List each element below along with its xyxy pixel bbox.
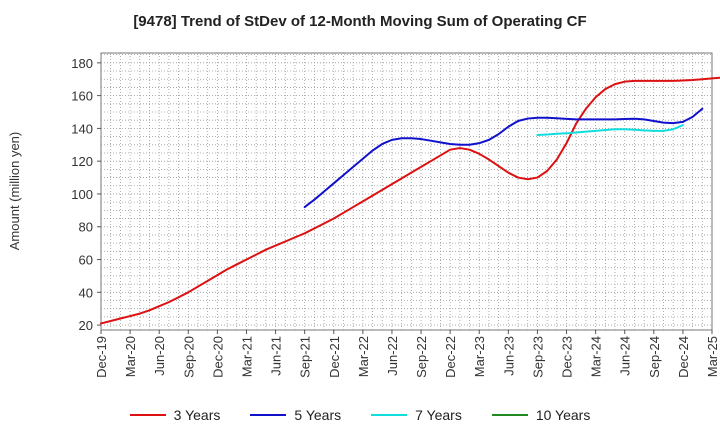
x-tick-label: Mar-23 bbox=[472, 336, 487, 377]
x-tick-label: Jun-23 bbox=[501, 336, 516, 376]
plot-area bbox=[100, 52, 713, 331]
x-tick-label: Mar-25 bbox=[705, 336, 720, 377]
x-tick-label: Jun-20 bbox=[152, 336, 167, 376]
x-tick-label: Dec-22 bbox=[443, 336, 458, 378]
x-tick-label: Jun-21 bbox=[269, 336, 284, 376]
y-axis-label: Amount (million yen) bbox=[7, 132, 22, 251]
series-lines bbox=[100, 76, 720, 325]
x-tick-label: Sep-20 bbox=[181, 336, 196, 378]
y-tick-labels: 20 40 60 80 100 120 140 160 180 bbox=[71, 56, 101, 333]
legend: 3 Years 5 Years 7 Years 10 Years bbox=[0, 404, 720, 426]
legend-item-10-years: 10 Years bbox=[491, 407, 591, 423]
y-tick-label: 40 bbox=[79, 285, 93, 300]
series-line-3-years bbox=[100, 76, 720, 325]
series-line-7-years bbox=[536, 124, 684, 136]
grid-lines bbox=[101, 53, 712, 330]
y-tick-label: 20 bbox=[79, 318, 93, 333]
series-line-5-years bbox=[303, 107, 704, 209]
x-tick-label: Dec-24 bbox=[676, 336, 691, 378]
x-tick-label: Mar-20 bbox=[123, 336, 138, 377]
legend-label-3-years: 3 Years bbox=[173, 407, 221, 423]
x-tick-label: Mar-21 bbox=[239, 336, 254, 377]
x-tick-label: Sep-24 bbox=[647, 336, 662, 378]
legend-item-7-years: 7 Years bbox=[371, 407, 462, 423]
y-tick-label: 80 bbox=[79, 220, 93, 235]
y-tick-label: 160 bbox=[71, 89, 93, 104]
x-tick-label: Mar-24 bbox=[589, 336, 604, 377]
legend-swatch-3-years bbox=[129, 414, 166, 416]
y-tick-label: 140 bbox=[71, 121, 93, 136]
legend-swatch-7-years bbox=[371, 414, 408, 416]
x-tick-label: Jun-24 bbox=[618, 336, 633, 376]
x-tick-label: Jun-22 bbox=[385, 336, 400, 376]
x-tick-labels: Dec-19 Mar-20 Jun-20 Sep-20 Dec-20 Mar-21 Jun-… bbox=[94, 330, 720, 378]
x-tick-label: Dec-20 bbox=[210, 336, 225, 378]
x-tick-label: Dec-23 bbox=[560, 336, 575, 378]
x-tick-label: Sep-22 bbox=[414, 336, 429, 378]
chart-title: [9478] Trend of StDev of 12-Month Moving… bbox=[133, 13, 587, 30]
legend-item-3-years: 3 Years bbox=[129, 407, 221, 423]
x-tick-label: Sep-21 bbox=[298, 336, 313, 378]
legend-swatch-5-years bbox=[250, 414, 287, 416]
x-tick-label: Dec-19 bbox=[94, 336, 109, 378]
legend-swatch-10-years bbox=[491, 414, 528, 416]
x-tick-label: Mar-22 bbox=[356, 336, 371, 377]
x-tick-label: Dec-21 bbox=[327, 336, 342, 378]
y-tick-label: 100 bbox=[71, 187, 93, 202]
y-tick-label: 60 bbox=[79, 253, 93, 268]
legend-item-5-years: 5 Years bbox=[250, 407, 341, 423]
legend-label-10-years: 10 Years bbox=[535, 407, 591, 423]
legend-label-7-years: 7 Years bbox=[415, 407, 462, 423]
x-tick-label: Sep-23 bbox=[530, 336, 545, 378]
legend-label-5-years: 5 Years bbox=[294, 407, 342, 423]
y-tick-label: 180 bbox=[71, 56, 93, 71]
y-tick-label: 120 bbox=[71, 154, 93, 169]
